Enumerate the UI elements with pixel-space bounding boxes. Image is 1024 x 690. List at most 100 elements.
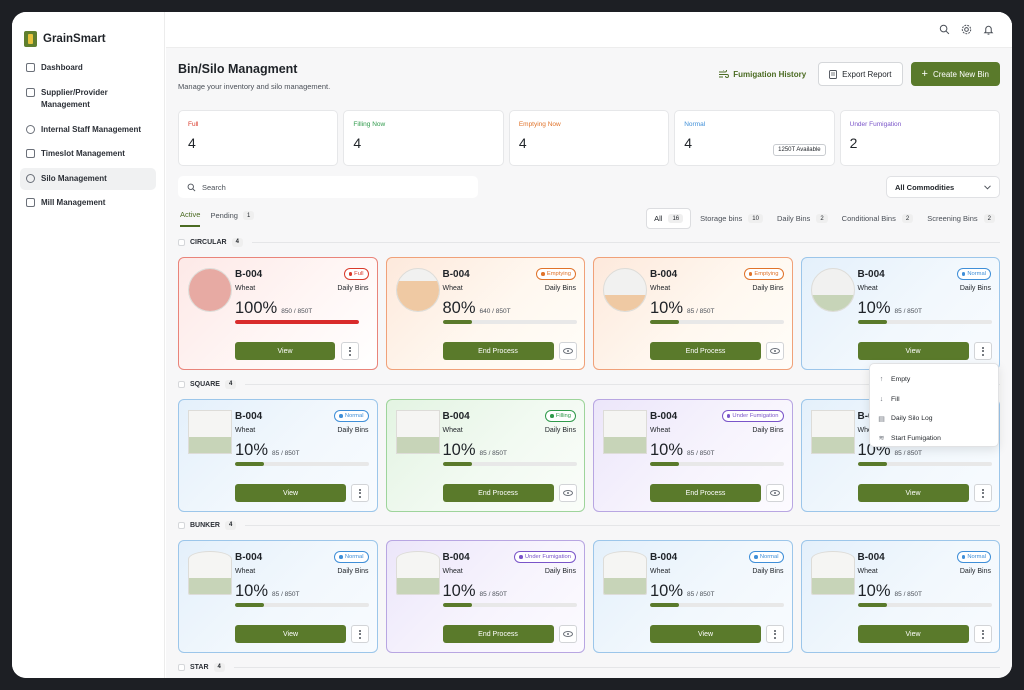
view-button[interactable]: View [650, 625, 761, 643]
stat-label: Emptying Now [518, 121, 561, 128]
more-options-button[interactable] [973, 625, 992, 643]
search-input[interactable] [202, 182, 452, 192]
eye-icon [562, 348, 573, 354]
bin-card[interactable]: B-004 Emptying Wheat Daily Bins 80% 640 / 850… [385, 257, 585, 370]
view-button[interactable]: View [235, 484, 346, 502]
status-label: Normal [967, 271, 986, 277]
end-process-button[interactable]: End Process [442, 625, 554, 643]
filter-count: 16 [668, 214, 684, 223]
create-new-bin-button[interactable]: + Create New Bin [910, 62, 1000, 86]
filter-screening-bins[interactable]: Screening Bins 2 [922, 209, 1000, 228]
fumigation-history-link[interactable]: Fumigation History [719, 70, 806, 79]
status-label: Full [354, 271, 364, 277]
more-options-button[interactable] [341, 342, 359, 360]
status-dot-icon [541, 272, 545, 276]
status-dot-icon [339, 555, 343, 559]
end-process-button[interactable]: End Process [442, 484, 554, 502]
collapse-toggle-icon[interactable] [178, 521, 185, 529]
circle-silo-icon [810, 268, 855, 312]
more-options-button[interactable] [766, 625, 784, 643]
menu-item-daily-silo-log[interactable]: ▤ Daily Silo Log [870, 409, 998, 429]
square-silo-icon [603, 410, 647, 454]
bin-type: Daily Bins [337, 285, 369, 292]
tab-active[interactable]: Active [180, 210, 201, 227]
collapse-toggle-icon[interactable] [178, 238, 185, 246]
section-circular: CIRCULAR 4 B-004 Full Wheat Daily Bins 100% 850… [178, 236, 1000, 370]
sidebar-item-dashboard[interactable]: Dashboard [20, 57, 156, 80]
bin-type: Daily Bins [752, 568, 784, 575]
bin-card[interactable]: B-004 Under Fumigation Wheat Daily Bins 10% 8… [593, 399, 793, 512]
bin-card[interactable]: B-004 Under Fumigation Wheat Daily Bins 10% 8… [385, 540, 585, 653]
preview-button[interactable] [766, 342, 784, 360]
bin-type: Daily Bins [337, 568, 369, 575]
export-report-button[interactable]: Export Report [818, 62, 903, 86]
bin-card[interactable]: B-004 Emptying Wheat Daily Bins 10% 85 / 850T… [593, 257, 793, 370]
search-bar[interactable] [178, 176, 478, 198]
menu-item-empty[interactable]: ↑ Empty [870, 370, 998, 390]
menu-item-fill[interactable]: ↓ Fill [870, 390, 998, 410]
gear-icon[interactable] [961, 24, 972, 35]
filter-label: Conditional Bins [841, 214, 896, 223]
search-icon[interactable] [939, 24, 950, 35]
more-options-button[interactable] [351, 484, 369, 502]
available-badge: 1250T Available [773, 144, 826, 156]
status-dot-icon [348, 272, 353, 276]
silo-fill-level [604, 437, 646, 453]
view-button[interactable]: View [857, 484, 969, 502]
kebab-menu-icon [981, 629, 984, 639]
sidebar-item-supplier-provider-management[interactable]: Supplier/Provider Management [20, 82, 156, 117]
main-content: Bin/Silo Managment Manage your inventory… [166, 12, 1012, 678]
bin-card[interactable]: B-004 Full Wheat Daily Bins 100% 850 / 850T Vi… [178, 257, 378, 370]
preview-button[interactable] [558, 342, 577, 360]
fill-percent: 10% [857, 582, 891, 600]
page-header: Bin/Silo Managment Manage your inventory… [178, 62, 330, 91]
sidebar-item-internal-staff-management[interactable]: Internal Staff Management [20, 119, 156, 142]
export-report-label: Export Report [842, 69, 892, 79]
sidebar-item-timeslot-management[interactable]: Timeslot Management [20, 143, 156, 166]
sidebar-item-label: Mill Management [41, 198, 106, 207]
sidebar-item-silo-management[interactable]: Silo Management [20, 167, 156, 190]
preview-button[interactable] [766, 484, 784, 502]
view-button[interactable]: View [857, 625, 969, 643]
bin-card[interactable]: B-004 Filling Wheat Daily Bins 10% 85 / 850T E… [385, 399, 585, 512]
sidebar-item-mill-management[interactable]: Mill Management [20, 192, 156, 215]
filter-daily-bins[interactable]: Daily Bins 2 [772, 209, 833, 228]
tab-pending[interactable]: Pending 1 [210, 210, 255, 227]
status-label: Normal [967, 554, 986, 560]
more-options-button[interactable] [973, 342, 992, 360]
filter-all[interactable]: All 16 [646, 208, 692, 229]
status-badge: Full [343, 268, 369, 280]
collapse-toggle-icon[interactable] [178, 380, 185, 388]
capacity: 85 / 850T [479, 591, 507, 598]
document-icon [829, 69, 838, 79]
end-process-button[interactable]: End Process [650, 484, 761, 502]
view-button[interactable]: View [235, 342, 335, 360]
header-actions: Fumigation History Export Report + Creat… [719, 62, 1000, 86]
preview-button[interactable] [558, 625, 577, 643]
collapse-toggle-icon[interactable] [178, 663, 185, 671]
menu-item-start-fumigation[interactable]: ≋ Start Fumigation [870, 429, 998, 449]
progress-bar [857, 603, 992, 607]
view-button[interactable]: View [857, 342, 969, 360]
more-options-button[interactable] [973, 484, 992, 502]
commodity-select[interactable]: All Commodities [886, 176, 1000, 198]
filter-conditional-bins[interactable]: Conditional Bins 2 [837, 209, 919, 228]
bunker-silo-icon [395, 551, 440, 595]
kebab-menu-icon [981, 346, 984, 356]
bell-icon[interactable] [983, 24, 994, 35]
view-button[interactable]: View [235, 625, 346, 643]
end-process-button[interactable]: End Process [442, 342, 554, 360]
more-options-button[interactable] [351, 625, 369, 643]
preview-button[interactable] [558, 484, 577, 502]
filter-storage-bins[interactable]: Storage bins 10 [695, 209, 768, 228]
bin-type-filters: All 16 Storage bins 10 Daily Bins 2 Conditiona… [646, 208, 1000, 229]
bin-type: Daily Bins [752, 285, 784, 292]
commodity: Wheat [442, 285, 463, 292]
end-process-button[interactable]: End Process [650, 342, 761, 360]
